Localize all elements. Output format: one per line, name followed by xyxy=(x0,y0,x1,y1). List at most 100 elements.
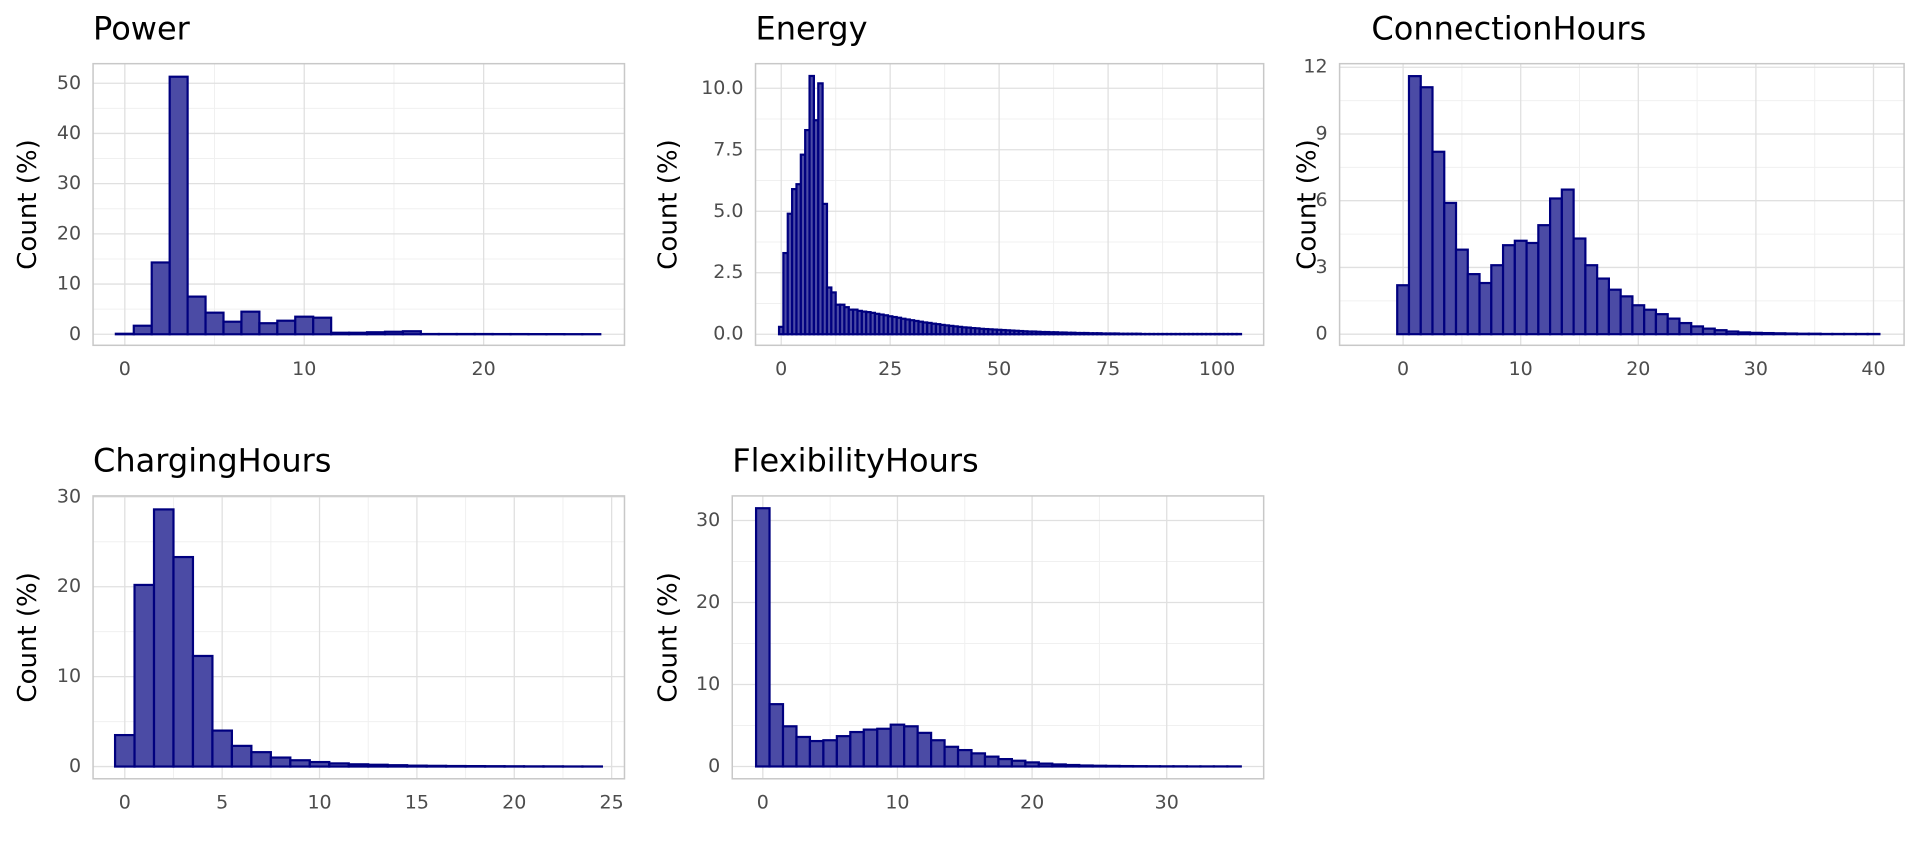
y-tick-label: 10.0 xyxy=(701,77,743,99)
bar xyxy=(1478,281,1493,336)
bar xyxy=(970,752,987,768)
y-tick-label: 6 xyxy=(1315,189,1327,211)
panel: Power Count (%) 0 10 20 30 40 50 0 10 20 xyxy=(13,9,626,380)
bar xyxy=(191,654,214,768)
y-tick-label: 10 xyxy=(57,665,81,687)
chart-title: Power xyxy=(93,9,191,47)
bar xyxy=(889,723,906,768)
bar xyxy=(1737,331,1752,336)
panel: Energy Count (%) 0.0 2.5 5.0 7.5 10.0 0 25 50 75 10… xyxy=(653,9,1265,380)
bar xyxy=(1584,264,1599,336)
bar xyxy=(1784,332,1799,336)
chart-title: ConnectionHours xyxy=(1371,9,1646,47)
bar xyxy=(406,764,428,768)
bar xyxy=(1537,224,1552,336)
bar xyxy=(1596,277,1611,336)
x-tick-label: 20 xyxy=(1020,791,1044,813)
bar xyxy=(1454,248,1469,336)
plot-border xyxy=(1338,62,1905,347)
bar xyxy=(821,202,829,336)
y-tick-label: 30 xyxy=(696,509,720,531)
y-tick-label: 10 xyxy=(57,273,81,295)
bar xyxy=(445,764,467,768)
bar xyxy=(1690,325,1705,336)
bar xyxy=(1678,321,1693,336)
x-tick-label: 10 xyxy=(292,358,316,380)
y-tick-label: 3 xyxy=(1315,256,1327,278)
x-tick-label: 20 xyxy=(502,791,526,813)
bar xyxy=(808,739,825,768)
bar xyxy=(1513,239,1528,336)
bar xyxy=(211,729,234,768)
x-tick-label: 10 xyxy=(307,791,331,813)
bar xyxy=(386,764,409,768)
bar xyxy=(1748,331,1763,336)
bar xyxy=(222,320,243,336)
bar xyxy=(330,331,351,336)
bar xyxy=(1051,763,1067,768)
y-tick-label: 20 xyxy=(696,591,720,613)
bar xyxy=(294,315,315,336)
bar xyxy=(383,330,405,336)
bar xyxy=(930,739,946,768)
bar xyxy=(1037,762,1054,768)
bar xyxy=(425,764,448,768)
bar xyxy=(312,316,333,336)
bar xyxy=(204,311,225,336)
bar xyxy=(1525,241,1540,336)
bar xyxy=(367,763,389,768)
x-tick-label: 100 xyxy=(1199,358,1235,380)
x-tick-label: 10 xyxy=(1509,358,1533,380)
x-tick-label: 0 xyxy=(775,358,787,380)
x-tick-label: 30 xyxy=(1155,791,1179,813)
bar xyxy=(276,319,297,336)
bar xyxy=(1105,764,1121,768)
x-tick-label: 0 xyxy=(1397,358,1409,380)
bar xyxy=(132,324,153,336)
bar xyxy=(269,756,292,768)
y-tick-label: 5.0 xyxy=(713,200,743,222)
chart-title: Energy xyxy=(756,9,868,47)
plot-border xyxy=(754,62,1265,347)
bar xyxy=(347,331,369,336)
y-tick-label: 9 xyxy=(1315,122,1327,144)
bar xyxy=(956,748,973,768)
bar xyxy=(1548,197,1563,336)
bar xyxy=(1654,313,1669,336)
bar xyxy=(1024,761,1040,768)
bar xyxy=(781,725,798,768)
bar xyxy=(768,703,785,768)
x-tick-label: 0 xyxy=(757,791,769,813)
bar xyxy=(347,763,370,768)
bar xyxy=(168,75,189,336)
plot-border xyxy=(92,495,626,780)
y-tick-label: 0.0 xyxy=(713,323,743,345)
y-tick-label: 12 xyxy=(1303,56,1327,78)
x-tick-label: 0 xyxy=(119,791,131,813)
bar xyxy=(172,555,195,768)
x-tick-label: 20 xyxy=(1626,358,1650,380)
bar xyxy=(250,751,272,768)
bar xyxy=(1431,150,1446,336)
x-tick-label: 0 xyxy=(119,358,131,380)
bar xyxy=(1572,237,1587,336)
y-tick-label: 40 xyxy=(57,122,81,144)
x-tick-label: 15 xyxy=(405,791,429,813)
y-tick-label: 50 xyxy=(57,72,81,94)
x-tick-label: 5 xyxy=(216,791,228,813)
y-axis-label: Count (%) xyxy=(653,139,683,269)
bar xyxy=(113,733,136,768)
bar xyxy=(1560,188,1575,336)
y-tick-label: 20 xyxy=(57,575,81,597)
bar xyxy=(943,745,960,768)
bar xyxy=(114,332,135,336)
bar xyxy=(1713,329,1728,336)
y-axis-label: Count (%) xyxy=(13,572,43,702)
y-axis-label: Count (%) xyxy=(653,572,683,702)
bar xyxy=(983,755,1000,768)
bar xyxy=(903,725,919,768)
bar xyxy=(916,731,933,768)
bar xyxy=(1490,264,1505,336)
bar xyxy=(1064,763,1081,768)
